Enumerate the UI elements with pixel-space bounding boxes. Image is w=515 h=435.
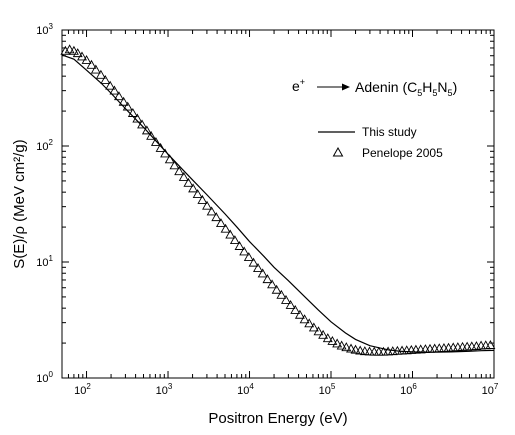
x-axis-title: Positron Energy (eV)	[208, 410, 347, 427]
data-point-penelope	[183, 177, 194, 187]
data-point-penelope	[239, 246, 250, 256]
data-point-penelope	[299, 314, 310, 324]
data-point-penelope	[192, 189, 203, 199]
data-point-penelope	[485, 340, 496, 349]
axis-ticks	[61, 29, 495, 379]
data-point-penelope	[72, 48, 83, 58]
x-tick-label: 107	[482, 382, 499, 397]
y-tick-labels: 100 101 102 103	[36, 22, 53, 385]
data-point-penelope	[160, 148, 171, 158]
data-point-penelope	[290, 304, 301, 314]
data-point-penelope	[308, 322, 319, 332]
data-point-penelope	[105, 80, 116, 90]
data-point-penelope	[60, 45, 71, 55]
x-tick-label: 105	[319, 382, 336, 397]
data-point-penelope	[220, 223, 231, 233]
data-point-penelope	[248, 257, 259, 267]
data-point-penelope	[304, 318, 315, 328]
data-point-penelope	[132, 113, 143, 123]
annotation-particle: e	[292, 78, 300, 94]
data-point-penelope	[174, 166, 185, 176]
data-point-penelope	[313, 326, 324, 336]
annotation-target: Adenin (C5H5N5)	[355, 79, 457, 98]
data-point-penelope	[262, 274, 273, 284]
data-point-penelope	[155, 142, 166, 152]
data-point-penelope	[202, 200, 212, 210]
data-point-penelope	[113, 91, 124, 101]
data-point-penelope	[178, 171, 189, 181]
x-tick-labels: 102 103 104 105 106 107	[74, 382, 499, 397]
data-point-penelope	[215, 218, 226, 228]
legend-label-this-study: This study	[362, 125, 417, 139]
data-point-penelope	[364, 346, 375, 356]
annotation-reaction: e+	[292, 77, 305, 94]
data-point-penelope	[77, 51, 87, 61]
annotation-charge: +	[300, 77, 305, 87]
y-axis-title: S(E)/ρ (MeV cm²/g)	[11, 139, 28, 268]
annotation-arrow-head	[342, 83, 350, 91]
data-point-penelope	[276, 289, 287, 299]
data-point-penelope	[332, 338, 343, 348]
data-point-penelope	[229, 235, 240, 245]
data-point-penelope	[137, 119, 148, 129]
data-point-penelope	[327, 335, 338, 345]
data-point-penelope	[81, 54, 92, 64]
data-point-penelope	[280, 294, 291, 304]
data-point-penelope	[127, 108, 138, 117]
data-point-penelope	[109, 85, 120, 95]
data-point-penelope	[68, 45, 79, 55]
x-tick-label: 104	[237, 382, 254, 397]
data-point-penelope	[100, 74, 111, 84]
data-point-penelope	[188, 183, 199, 193]
data-point-penelope	[164, 154, 175, 164]
y-tick-label: 102	[36, 138, 53, 153]
data-point-penelope	[355, 345, 366, 355]
data-point-penelope	[225, 229, 236, 239]
x-tick-label: 103	[156, 382, 173, 397]
y-tick-label: 101	[36, 254, 53, 269]
y-tick-label: 103	[36, 22, 53, 37]
series-line-this-study	[61, 54, 495, 353]
data-point-penelope	[267, 279, 278, 289]
data-point-penelope	[294, 309, 305, 319]
plot-frame	[61, 29, 495, 379]
data-point-penelope	[257, 268, 268, 278]
legend: This study Penelope 2005	[318, 125, 443, 160]
data-point-penelope	[322, 333, 333, 343]
y-tick-label: 100	[36, 370, 53, 385]
x-tick-label: 102	[74, 382, 91, 397]
data-point-penelope	[150, 136, 161, 146]
data-point-penelope	[346, 343, 356, 353]
data-point-penelope	[359, 346, 370, 356]
data-point-penelope	[206, 206, 217, 216]
data-point-penelope	[336, 340, 347, 350]
data-point-penelope	[243, 252, 254, 262]
data-point-penelope	[141, 125, 152, 135]
data-point-penelope	[197, 194, 208, 204]
data-point-penelope	[350, 344, 361, 354]
data-point-penelope	[118, 96, 129, 106]
series-markers-penelope	[60, 44, 496, 356]
legend-marker-penelope	[332, 146, 344, 157]
data-point-penelope	[146, 130, 157, 140]
data-point-penelope	[211, 212, 222, 222]
data-point-penelope	[95, 69, 106, 79]
data-point-penelope	[234, 241, 245, 250]
data-point-penelope	[169, 160, 180, 170]
data-point-penelope	[86, 59, 97, 69]
data-point-penelope	[122, 101, 133, 111]
x-tick-label: 106	[400, 382, 417, 397]
data-point-penelope	[90, 64, 101, 74]
data-point-penelope	[64, 44, 75, 54]
legend-label-penelope: Penelope 2005	[362, 146, 443, 160]
data-point-penelope	[285, 299, 296, 309]
data-point-penelope	[318, 329, 329, 339]
data-point-penelope	[341, 342, 352, 352]
data-point-penelope	[271, 284, 282, 294]
data-point-penelope	[253, 263, 263, 272]
